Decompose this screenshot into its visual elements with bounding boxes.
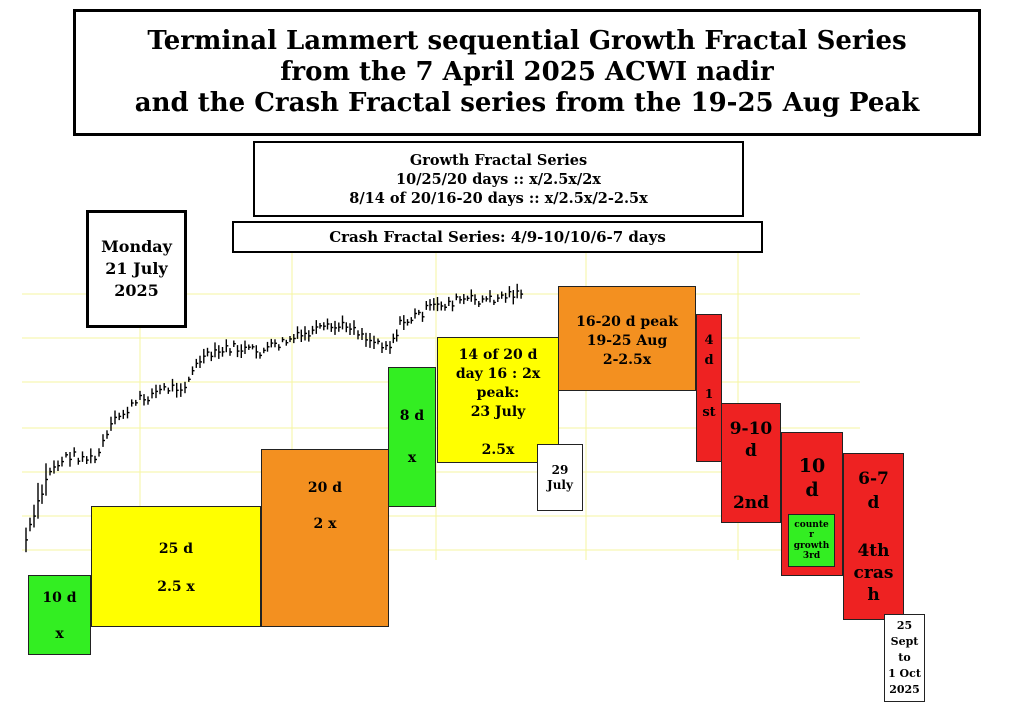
- block-label: 25 d: [158, 541, 194, 557]
- counter-line-3: growth: [793, 540, 830, 551]
- title-line-1: Terminal Lammert sequential Growth Fract…: [147, 26, 907, 56]
- crash-block-4d: 4 d 1 st: [696, 314, 722, 462]
- block-multiplier: 2 x: [313, 516, 337, 532]
- counter-growth-box: counte r growth 3rd: [788, 514, 835, 567]
- growth-block-16-20d-peak: 16-20 d peak 19-25 Aug 2-2.5x: [558, 286, 696, 391]
- block-word-1: cras: [853, 563, 894, 583]
- block-unit: d: [704, 353, 714, 368]
- block-multiplier: 2-2.5x: [602, 352, 652, 368]
- counter-line-2: r: [809, 530, 814, 540]
- block-unit: d: [867, 493, 880, 513]
- title-line-2: from the 7 April 2025 ACWI nadir: [280, 57, 774, 87]
- crash-block-10d: 10 d counte r growth 3rd: [781, 432, 843, 576]
- growth-block-10d: 10 d x: [28, 575, 91, 655]
- block-label: 9-10: [729, 419, 773, 439]
- block-order-suffix: st: [702, 405, 716, 420]
- growth-block-8d: 8 d x: [388, 367, 436, 507]
- end-line-4: 1 Oct: [888, 667, 921, 680]
- growth-block-25d: 25 d 2.5 x: [91, 506, 261, 627]
- block-day: day 16 : 2x: [455, 366, 541, 382]
- crash-series-box: Crash Fractal Series: 4/9-10/10/6-7 days: [232, 221, 763, 253]
- label-end-date: 25 Sept to 1 Oct 2025: [884, 614, 925, 702]
- growth-block-20d: 20 d 2 x: [261, 449, 389, 627]
- crash-series-label: Crash Fractal Series: 4/9-10/10/6-7 days: [329, 228, 666, 246]
- date-line-1: Monday: [101, 237, 172, 256]
- counter-line-4: 3rd: [802, 551, 821, 561]
- block-unit: d: [745, 441, 757, 461]
- date-box: Monday 21 July 2025: [86, 210, 187, 328]
- growth-block-14-of-20d: 14 of 20 d day 16 : 2x peak: 23 July 2.5…: [437, 337, 559, 463]
- title-line-3: and the Crash Fractal series from the 19…: [134, 88, 920, 118]
- end-line-1: 25: [896, 619, 913, 632]
- block-order: 1: [704, 387, 714, 401]
- end-line-5: 2025: [889, 683, 920, 696]
- block-multiplier: 2.5 x: [157, 579, 195, 595]
- crash-block-6-7d: 6-7 d 4th cras h: [843, 453, 904, 620]
- price-bars: [25, 283, 524, 553]
- crash-block-9-10d: 9-10 d 2nd: [721, 403, 781, 523]
- block-label: 20 d: [307, 480, 343, 496]
- block-order: 2nd: [732, 493, 770, 513]
- block-multiplier: x: [55, 626, 64, 642]
- block-multiplier: 2.5x: [481, 442, 515, 458]
- label-day: 29: [551, 462, 569, 477]
- date-line-2: 21 July: [105, 259, 168, 278]
- block-label: 10: [798, 455, 826, 477]
- block-word-2: h: [867, 585, 880, 605]
- block-label: 10 d: [42, 590, 77, 606]
- date-line-3: 2025: [114, 281, 159, 300]
- block-date: 23 July: [470, 404, 526, 420]
- block-label: 16-20 d peak: [576, 314, 678, 330]
- block-label: 8 d: [399, 408, 425, 424]
- block-label: 4: [704, 333, 714, 348]
- label-month: July: [547, 477, 573, 492]
- counter-line-1: counte: [794, 519, 829, 530]
- label-29-july: 29 July: [537, 444, 583, 511]
- block-order: 4th: [857, 541, 890, 561]
- end-line-2: Sept: [890, 635, 919, 648]
- end-line-3: to: [898, 651, 911, 664]
- block-date: 19-25 Aug: [586, 333, 668, 349]
- growth-series-box: Growth Fractal Series 10/25/20 days :: x…: [253, 141, 744, 217]
- block-peak: peak:: [476, 385, 520, 401]
- growth-line-2: 8/14 of 20/16-20 days :: x/2.5x/2-2.5x: [349, 189, 648, 207]
- block-label: 14 of 20 d: [458, 347, 538, 363]
- growth-heading: Growth Fractal Series: [409, 151, 588, 169]
- block-label: 6-7: [858, 469, 889, 489]
- block-multiplier: x: [407, 450, 417, 466]
- title-box: Terminal Lammert sequential Growth Fract…: [73, 9, 981, 136]
- block-unit: d: [805, 479, 819, 501]
- growth-line-1: 10/25/20 days :: x/2.5x/2x: [396, 170, 601, 188]
